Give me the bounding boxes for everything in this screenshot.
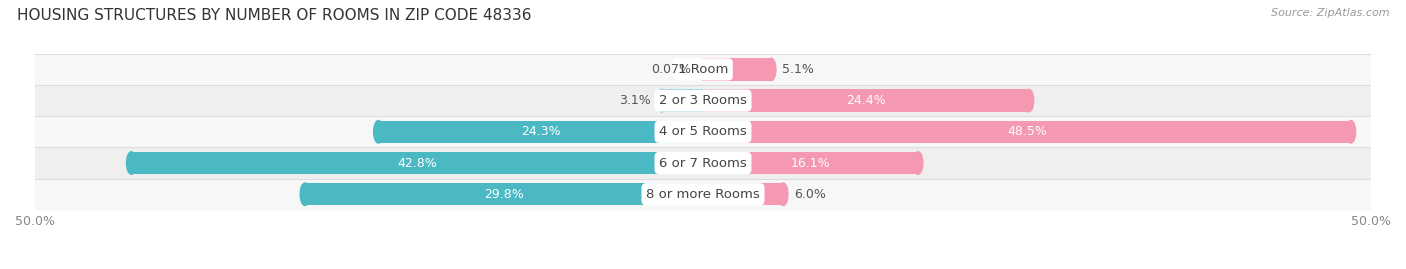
Text: 8 or more Rooms: 8 or more Rooms (647, 188, 759, 201)
Text: 29.8%: 29.8% (484, 188, 524, 201)
Text: 6 or 7 Rooms: 6 or 7 Rooms (659, 157, 747, 169)
Bar (703, 152, 918, 174)
Bar (35, 116, 1371, 147)
Text: 4 or 5 Rooms: 4 or 5 Rooms (659, 125, 747, 138)
Text: Source: ZipAtlas.com: Source: ZipAtlas.com (1271, 8, 1389, 18)
Text: 0.07%: 0.07% (651, 63, 692, 76)
Bar (378, 121, 703, 143)
Text: 16.1%: 16.1% (790, 157, 831, 169)
Bar (35, 85, 1371, 116)
Bar (703, 89, 1029, 112)
Text: 5.1%: 5.1% (782, 63, 814, 76)
Bar (703, 121, 1351, 143)
Bar (703, 58, 770, 81)
Text: 1 Room: 1 Room (678, 63, 728, 76)
Text: 3.1%: 3.1% (619, 94, 651, 107)
Text: 6.0%: 6.0% (794, 188, 825, 201)
Text: 42.8%: 42.8% (398, 157, 437, 169)
Text: 2 or 3 Rooms: 2 or 3 Rooms (659, 94, 747, 107)
Bar (662, 89, 703, 112)
Bar (131, 152, 703, 174)
Bar (35, 54, 1371, 85)
Circle shape (914, 152, 922, 174)
Bar (305, 183, 703, 206)
Circle shape (299, 183, 309, 206)
Circle shape (127, 152, 136, 174)
Text: HOUSING STRUCTURES BY NUMBER OF ROOMS IN ZIP CODE 48336: HOUSING STRUCTURES BY NUMBER OF ROOMS IN… (17, 8, 531, 23)
Circle shape (1024, 89, 1033, 112)
Text: 24.4%: 24.4% (846, 94, 886, 107)
Circle shape (1346, 121, 1355, 143)
Bar (35, 179, 1371, 210)
Circle shape (766, 58, 776, 81)
Bar (35, 147, 1371, 179)
Circle shape (657, 89, 666, 112)
Circle shape (374, 121, 384, 143)
Legend: Owner-occupied, Renter-occupied: Owner-occupied, Renter-occupied (569, 266, 837, 269)
Circle shape (779, 183, 787, 206)
Bar (703, 183, 783, 206)
Text: 48.5%: 48.5% (1007, 125, 1047, 138)
Text: 24.3%: 24.3% (520, 125, 561, 138)
